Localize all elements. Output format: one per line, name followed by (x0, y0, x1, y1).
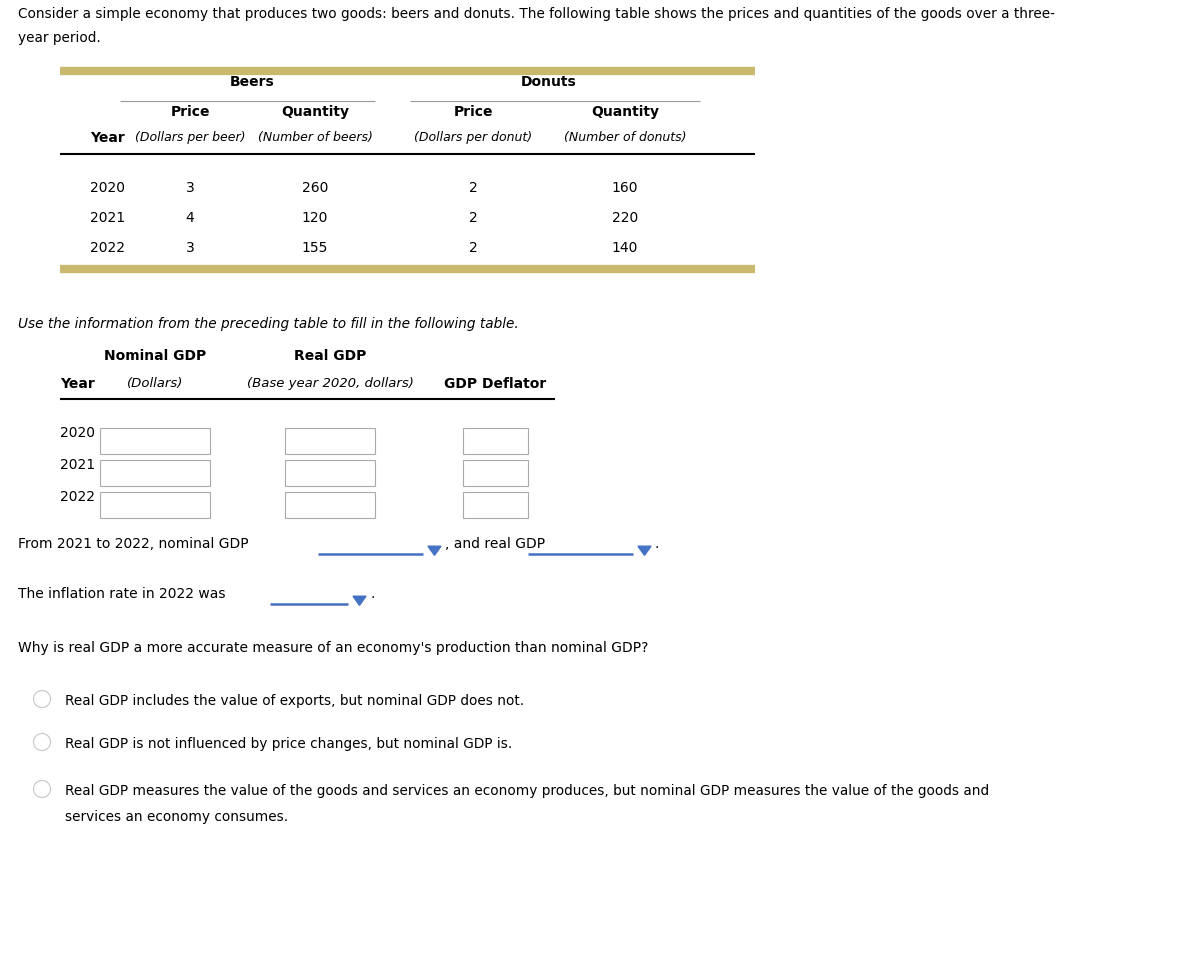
Text: Donuts: Donuts (521, 75, 577, 89)
Text: (Number of beers): (Number of beers) (258, 131, 372, 144)
Text: 120: 120 (302, 211, 328, 225)
Text: Real GDP measures the value of the goods and services an economy produces, but n: Real GDP measures the value of the goods… (65, 784, 989, 798)
Text: 2022: 2022 (90, 241, 125, 255)
Text: 4: 4 (186, 211, 194, 225)
Text: Real GDP: Real GDP (294, 349, 366, 363)
Text: (Dollars per beer): (Dollars per beer) (134, 131, 245, 144)
Bar (462, 428, 528, 454)
Text: 155: 155 (302, 241, 328, 255)
Text: 2021: 2021 (60, 458, 95, 472)
Bar (100, 460, 210, 486)
Text: 2: 2 (469, 181, 478, 195)
Text: Beers: Beers (230, 75, 275, 89)
Text: 3: 3 (186, 241, 194, 255)
Text: (Number of donuts): (Number of donuts) (564, 131, 686, 144)
Text: Nominal GDP: Nominal GDP (104, 349, 206, 363)
Text: 2: 2 (469, 241, 478, 255)
Text: From 2021 to 2022, nominal GDP: From 2021 to 2022, nominal GDP (18, 537, 248, 551)
Text: Quantity: Quantity (281, 105, 349, 119)
Bar (284, 428, 374, 454)
Text: services an economy consumes.: services an economy consumes. (65, 810, 288, 824)
Text: year period.: year period. (18, 31, 101, 45)
Text: Price: Price (454, 105, 493, 119)
Text: The inflation rate in 2022 was: The inflation rate in 2022 was (18, 587, 226, 601)
Polygon shape (428, 547, 442, 555)
Text: 2021: 2021 (90, 211, 125, 225)
Text: 140: 140 (612, 241, 638, 255)
Bar (284, 492, 374, 518)
Text: Quantity: Quantity (592, 105, 659, 119)
Text: Use the information from the preceding table to fill in the following table.: Use the information from the preceding t… (18, 317, 518, 331)
Text: 3: 3 (186, 181, 194, 195)
Bar (100, 428, 210, 454)
Text: Year: Year (90, 131, 125, 145)
Text: , and real GDP: , and real GDP (445, 537, 545, 551)
Bar (462, 460, 528, 486)
Bar (462, 492, 528, 518)
Text: Year: Year (60, 377, 95, 391)
Text: 260: 260 (302, 181, 328, 195)
Bar (100, 492, 210, 518)
Text: (Base year 2020, dollars): (Base year 2020, dollars) (246, 377, 414, 390)
Polygon shape (638, 547, 650, 555)
Text: (Dollars per donut): (Dollars per donut) (414, 131, 532, 144)
Bar (284, 460, 374, 486)
Text: (Dollars): (Dollars) (127, 377, 184, 390)
Text: .: . (655, 537, 659, 551)
Text: Real GDP includes the value of exports, but nominal GDP does not.: Real GDP includes the value of exports, … (65, 694, 524, 708)
Text: .: . (370, 587, 374, 601)
Text: 2020: 2020 (60, 426, 95, 440)
Text: Consider a simple economy that produces two goods: beers and donuts. The followi: Consider a simple economy that produces … (18, 7, 1055, 21)
Text: Price: Price (170, 105, 210, 119)
Text: 220: 220 (612, 211, 638, 225)
Polygon shape (353, 596, 366, 605)
Text: Why is real GDP a more accurate measure of an economy's production than nominal : Why is real GDP a more accurate measure … (18, 641, 648, 655)
Text: 2: 2 (469, 211, 478, 225)
Text: 2020: 2020 (90, 181, 125, 195)
Text: GDP Deflator: GDP Deflator (444, 377, 546, 391)
Text: 160: 160 (612, 181, 638, 195)
Text: Real GDP is not influenced by price changes, but nominal GDP is.: Real GDP is not influenced by price chan… (65, 737, 512, 751)
Text: 2022: 2022 (60, 490, 95, 504)
